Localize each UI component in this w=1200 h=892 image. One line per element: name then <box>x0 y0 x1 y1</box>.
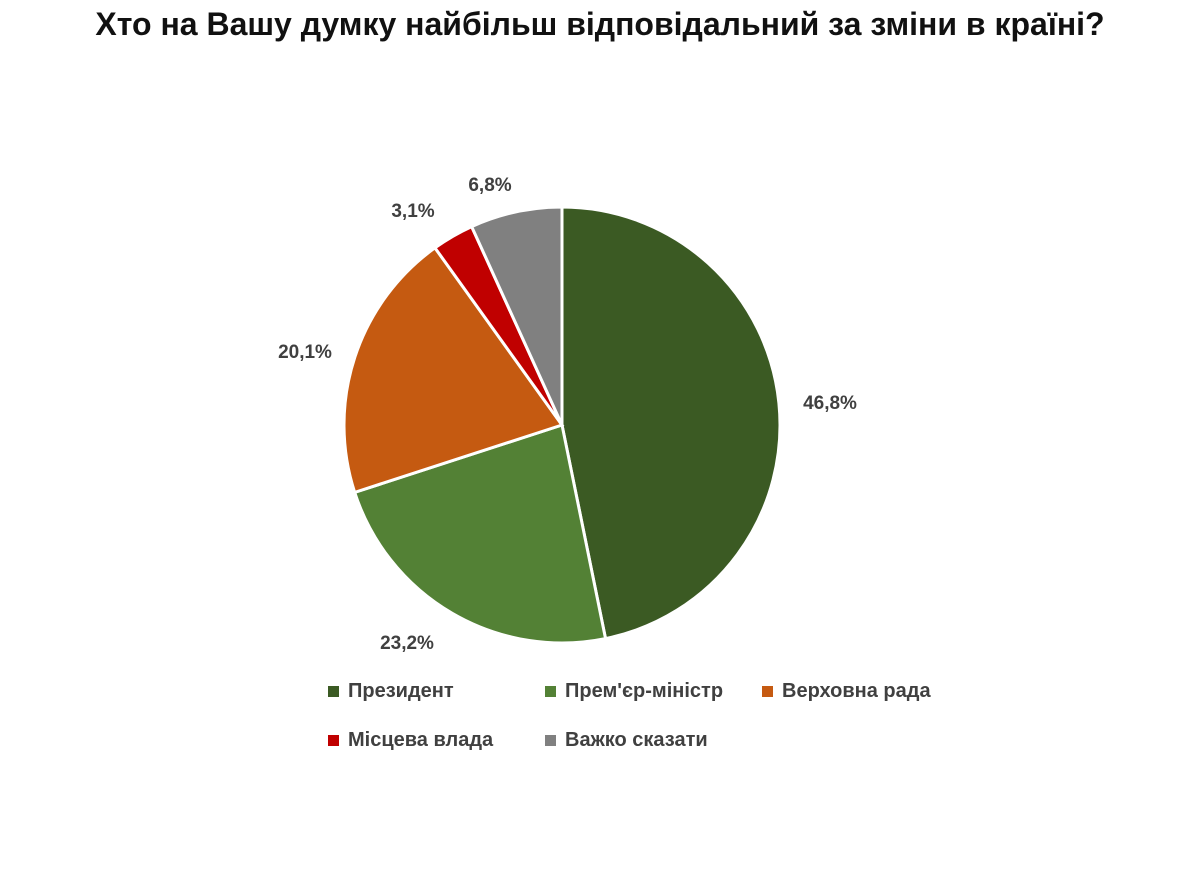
legend-label: Важко сказати <box>565 729 708 751</box>
pie-slice-president <box>560 205 782 641</box>
legend-item-prime-minister: Прем'єр-міністр <box>545 680 723 703</box>
legend-item-verkhovna-rada: Верховна рада <box>762 680 931 703</box>
legend-label: Верховна рада <box>782 680 931 702</box>
pie-slice-hard-to-say <box>469 205 564 426</box>
data-label-local-government: 3,1% <box>391 201 434 222</box>
legend-swatch <box>328 735 339 746</box>
legend-item-president: Президент <box>328 680 454 703</box>
chart-title: Хто на Вашу думку найбільш відповідальни… <box>95 6 1105 42</box>
legend-label: Місцева влада <box>348 729 494 751</box>
pie-slice-prime-minister <box>352 423 608 645</box>
data-label-prime-minister: 23,2% <box>380 633 434 654</box>
legend-item-hard-to-say: Важко сказати <box>545 729 708 752</box>
legend-swatch <box>545 735 556 746</box>
legend-swatch <box>762 686 773 697</box>
data-label-president: 46,8% <box>803 393 857 414</box>
legend-item-local-government: Місцева влада <box>328 729 493 752</box>
pie-slice-verkhovna-rada <box>342 245 565 495</box>
data-label-hard-to-say: 6,8% <box>468 175 511 196</box>
legend-label: Прем'єр-міністр <box>565 680 724 702</box>
data-label-verkhovna-rada: 20,1% <box>278 342 332 363</box>
legend-swatch <box>328 686 339 697</box>
legend-label: Президент <box>348 680 454 702</box>
legend-swatch <box>545 686 556 697</box>
